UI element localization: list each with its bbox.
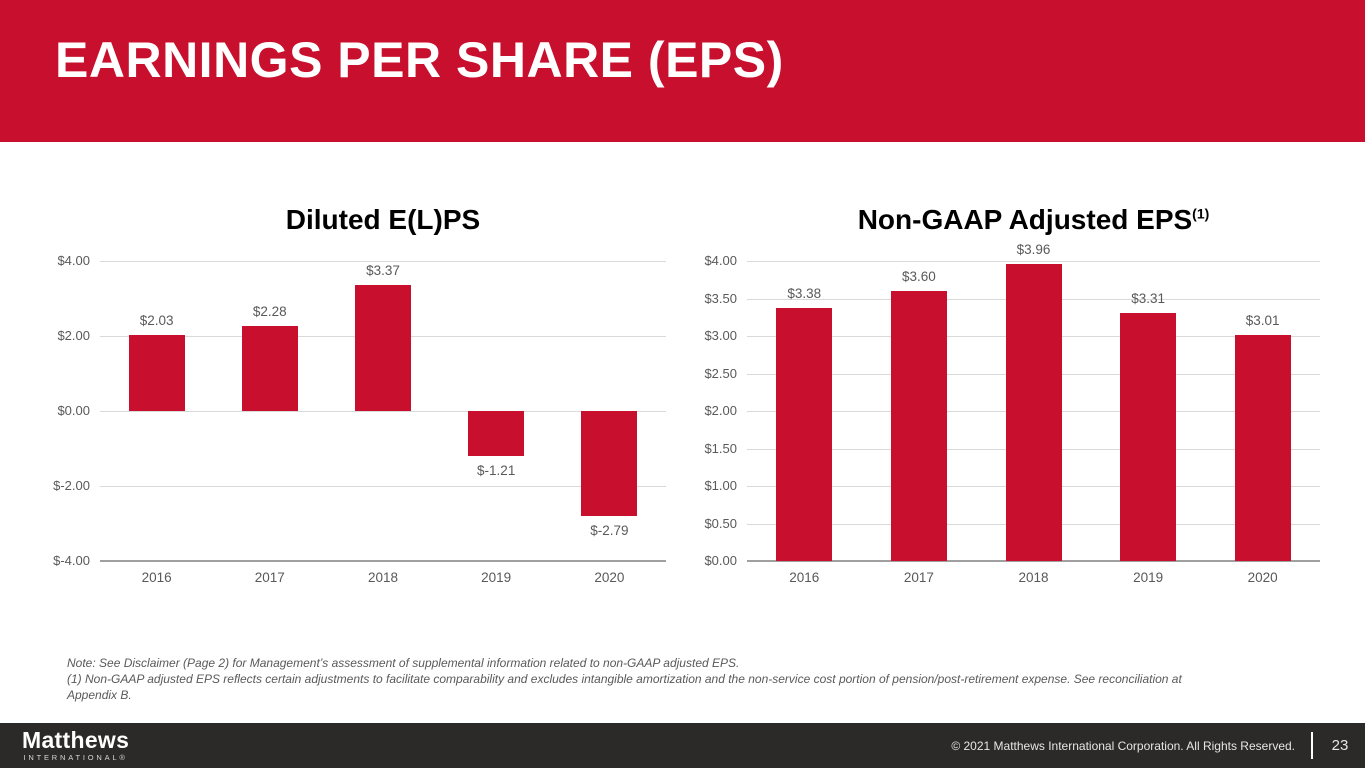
y-axis-tick-label: $1.00 <box>704 478 737 493</box>
matthews-international-logo: Matthews INTERNATIONAL® <box>22 727 130 763</box>
chart-title-superscript: (1) <box>1192 205 1210 222</box>
gridline <box>100 411 666 412</box>
x-axis-line <box>100 560 666 562</box>
plot-area-diluted-eps: $4.00 $2.00 $0.00 $-2.00 $-4.00 $2.03 2016 $2.2… <box>53 253 666 585</box>
bar-2017 <box>241 325 298 411</box>
x-axis-category-label: 2017 <box>254 570 285 585</box>
y-axis-tick-label: $-4.00 <box>53 553 90 568</box>
bar-2020 <box>1234 335 1291 561</box>
bar-2016 <box>776 307 833 561</box>
y-axis-tick-label: $4.00 <box>704 253 737 268</box>
y-axis-tick-label: $3.50 <box>704 290 737 306</box>
x-axis-category-label: 2016 <box>789 570 820 585</box>
y-axis-tick-label: $-2.00 <box>53 478 90 493</box>
footer-divider <box>1311 732 1313 759</box>
bar-value-label: $3.31 <box>1131 290 1165 306</box>
x-axis-category-label: 2016 <box>141 570 172 585</box>
chart-nongaap-adjusted-eps: Non-GAAP Adjusted EPS(1) $0.00 $0.50 $1.00… <box>690 203 1365 603</box>
y-axis-tick-label: $2.00 <box>704 403 737 418</box>
footer-right-group: © 2021 Matthews International Corporatio… <box>951 732 1355 759</box>
slide-footer: Matthews INTERNATIONAL® © 2021 Matthews … <box>0 723 1365 768</box>
y-axis-tick-label: $3.00 <box>704 328 737 343</box>
page-number: 23 <box>1331 737 1349 754</box>
logo-wordmark: Matthews <box>22 727 130 753</box>
bar-2017 <box>890 291 947 561</box>
x-axis-category-label: 2020 <box>594 570 625 585</box>
bar-value-label: $2.28 <box>252 303 287 319</box>
x-axis-category-label: 2019 <box>481 570 512 585</box>
bar-2020 <box>581 411 638 516</box>
bar-value-label: $-1.21 <box>477 463 516 479</box>
x-axis-category-label: 2018 <box>1018 570 1049 585</box>
slide-header: EARNINGS PER SHARE (EPS) <box>0 0 1365 142</box>
y-axis-tick-label: $2.50 <box>704 365 737 381</box>
x-axis-line <box>747 560 1320 562</box>
chart-title-text: Non-GAAP Adjusted EPS <box>857 204 1193 235</box>
bar-2016 <box>128 334 185 411</box>
x-axis-category-label: 2018 <box>367 570 399 585</box>
bar-value-label: $2.03 <box>139 312 174 328</box>
bar-value-label: $3.01 <box>1245 313 1280 329</box>
y-axis-tick-label: $2.00 <box>57 328 90 343</box>
x-axis-category-label: 2017 <box>903 570 934 585</box>
bar-2019 <box>468 411 525 457</box>
bar-2019 <box>1120 312 1177 561</box>
bar-2018 <box>355 284 411 411</box>
chart-diluted-eps: Diluted E(L)PS $4.00 $2.00 $0.00 $-2.00 $-4.… <box>40 203 685 603</box>
y-axis-tick-label: $1.50 <box>704 440 737 456</box>
note-line: Note: See Disclaimer (Page 2) for Manage… <box>67 656 740 670</box>
bar-value-label: $-2.79 <box>590 522 629 538</box>
x-axis-category-label: 2020 <box>1247 570 1278 585</box>
logo-subtext: INTERNATIONAL® <box>23 753 128 762</box>
bar-value-label: $3.96 <box>1016 242 1051 257</box>
chart-title-diluted-eps: Diluted E(L)PS <box>100 203 666 237</box>
copyright-text: © 2021 Matthews International Corporatio… <box>951 738 1295 753</box>
x-axis-category-label: 2019 <box>1133 570 1164 585</box>
bar-value-label: $3.38 <box>787 285 822 301</box>
slide-title: EARNINGS PER SHARE (EPS) <box>55 32 784 88</box>
y-axis-tick-label: $4.00 <box>57 253 90 268</box>
chart-title-nongaap-eps: Non-GAAP Adjusted EPS(1) <box>747 203 1320 237</box>
y-axis-tick-label: $0.50 <box>704 515 737 531</box>
footnote-1: (1) Non-GAAP adjusted EPS reflects certa… <box>67 672 1182 702</box>
chart-title-text: Diluted E(L)PS <box>285 204 481 235</box>
footnotes: Note: See Disclaimer (Page 2) for Manage… <box>67 655 1187 703</box>
gridline <box>100 486 666 487</box>
bar-2018 <box>1005 264 1062 561</box>
y-axis-tick-label: $0.00 <box>57 403 90 418</box>
gridline <box>747 261 1320 262</box>
y-axis-tick-label: $0.00 <box>704 553 737 568</box>
bar-value-label: $3.37 <box>366 262 400 278</box>
plot-area-nongaap-eps: $0.00 $0.50 $1.00 $1.50 $2.00 $2.50 $3.00 $3.50… <box>704 242 1320 585</box>
bar-value-label: $3.60 <box>901 269 936 284</box>
gridline <box>100 261 666 262</box>
